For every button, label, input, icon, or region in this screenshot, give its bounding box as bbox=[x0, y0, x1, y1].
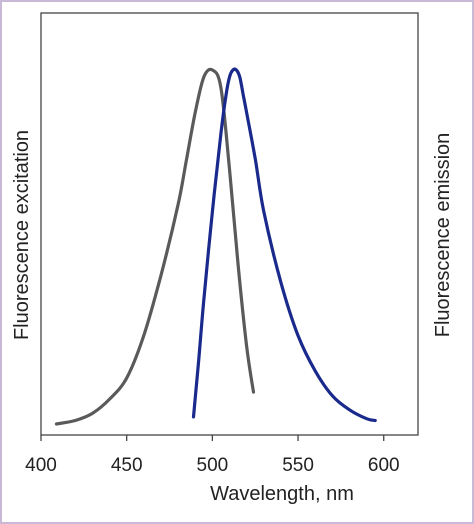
x-tick-label: 400 bbox=[25, 455, 57, 476]
y-axis-label-right: Fluorescence emission bbox=[432, 133, 454, 338]
y-axis-label-left: Fluorescence excitation bbox=[11, 130, 33, 340]
x-axis-label: Wavelength, nm bbox=[210, 483, 354, 505]
x-tick-label: 550 bbox=[282, 455, 314, 476]
x-tick-label: 500 bbox=[197, 455, 229, 476]
excitation-curve bbox=[54, 67, 256, 426]
plot-area-border bbox=[40, 12, 419, 436]
x-tick-label: 450 bbox=[111, 455, 143, 476]
x-tick-label: 600 bbox=[368, 455, 400, 476]
emission-curve bbox=[191, 67, 377, 423]
